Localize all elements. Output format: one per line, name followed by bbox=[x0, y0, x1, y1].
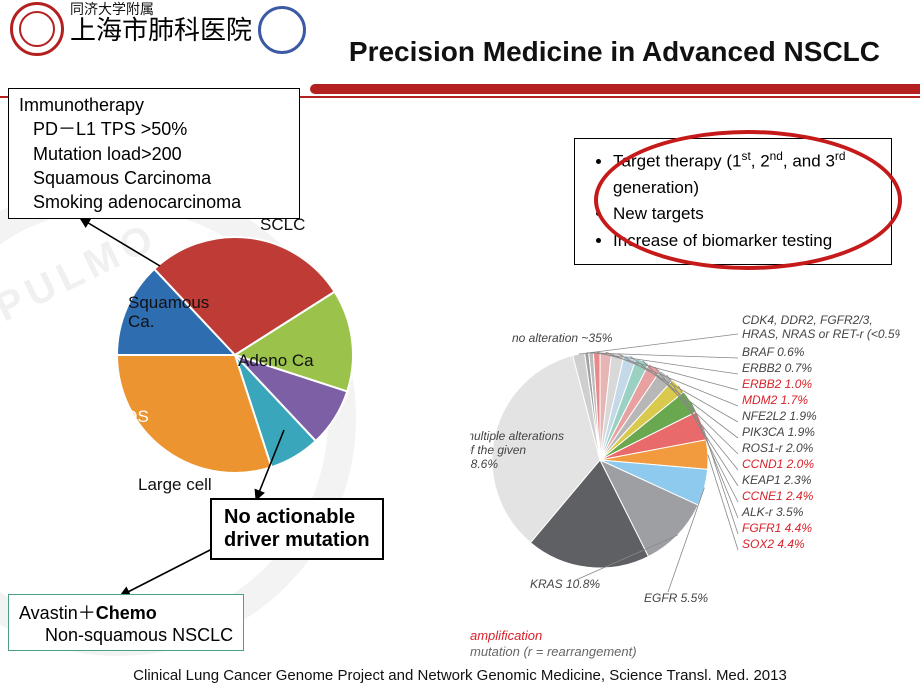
pie-label-nos: NOS bbox=[112, 408, 149, 427]
bottom-line2: Non-squamous NSCLC bbox=[19, 625, 233, 646]
citation-text: Clinical Lung Cancer Genome Project and … bbox=[0, 667, 920, 684]
gene-label: ROS1-r 2.0% bbox=[742, 441, 814, 455]
target-therapy-box: Target therapy (1st, 2nd, and 3rd genera… bbox=[574, 138, 892, 265]
immuno-line: PD－L1 TPS >50% bbox=[19, 117, 289, 141]
gene-label: CCND1 2.0% bbox=[742, 457, 814, 471]
gene-label: BRAF 0.6% bbox=[742, 345, 805, 359]
immunotherapy-box: Immunotherapy PD－L1 TPS >50% Mutation lo… bbox=[8, 88, 300, 219]
gene-label: SOX2 4.4% bbox=[742, 537, 805, 551]
hospital-affiliation: 同济大学附属 bbox=[70, 2, 252, 17]
gene-label: of the given bbox=[470, 443, 526, 457]
no-driver-mutation-box: No actionable driver mutation bbox=[210, 498, 384, 560]
gene-label: FGFR1 4.4% bbox=[742, 521, 812, 535]
gene-label: ERBB2 1.0% bbox=[742, 377, 812, 391]
gene-label: HRAS, NRAS or RET-r (<0.5%) bbox=[742, 327, 900, 341]
hospital-name: 上海市肺科医院 bbox=[70, 17, 252, 44]
gene-label: NFE2L2 1.9% bbox=[742, 409, 817, 423]
immuno-heading: Immunotherapy bbox=[19, 93, 289, 117]
driver-line2: driver mutation bbox=[224, 529, 370, 552]
legend-mutation: mutation (r = rearrangement) bbox=[470, 644, 637, 659]
gene-label: KEAP1 2.3% bbox=[742, 473, 812, 487]
page-title: Precision Medicine in Advanced NSCLC bbox=[349, 36, 880, 68]
gene-label: no alteration ~35% bbox=[512, 331, 613, 345]
gene-label: PIK3CA 1.9% bbox=[742, 425, 815, 439]
gene-label: ERBB2 0.7% bbox=[742, 361, 812, 375]
gene-label: multiple alterations bbox=[470, 429, 564, 443]
pie-label-largecell: Large cell bbox=[138, 476, 212, 495]
pie-label-squamous: SquamousCa. bbox=[128, 294, 209, 331]
target-therapy-item: Target therapy (1st, 2nd, and 3rd genera… bbox=[613, 147, 877, 201]
pie-label-adeno: Adeno Ca bbox=[238, 352, 314, 371]
hospital-seal-blue bbox=[258, 6, 306, 54]
gene-alteration-pie-chart: no alteration ~35% multiple alterationsof… bbox=[470, 310, 900, 610]
avastin-chemo-box: Avastin＋Chemo Non-squamous NSCLC bbox=[8, 594, 244, 651]
immuno-line: Smoking adenocarcinoma bbox=[19, 190, 289, 214]
hospital-seal-red bbox=[10, 2, 64, 56]
bottom-line1: Avastin＋Chemo bbox=[19, 599, 233, 625]
gene-label: KRAS 10.8% bbox=[530, 577, 600, 591]
legend-amplification: amplification bbox=[470, 628, 542, 643]
immuno-line: Mutation load>200 bbox=[19, 142, 289, 166]
gene-label: CDK4, DDR2, FGFR2/3, bbox=[742, 313, 873, 327]
hospital-logo-block: 同济大学附属 上海市肺科医院 bbox=[10, 2, 306, 56]
gene-label: EGFR 5.5% bbox=[644, 591, 708, 605]
immuno-line: Squamous Carcinoma bbox=[19, 166, 289, 190]
gene-label: ALK-r 3.5% bbox=[741, 505, 804, 519]
gene-label: 18.6% bbox=[470, 457, 498, 471]
target-therapy-item: Increase of biomarker testing bbox=[613, 228, 877, 254]
gene-label: CCNE1 2.4% bbox=[742, 489, 814, 503]
gene-label: MDM2 1.7% bbox=[742, 393, 808, 407]
histology-pie-chart bbox=[110, 230, 360, 480]
driver-line1: No actionable bbox=[224, 506, 370, 529]
target-therapy-item: New targets bbox=[613, 201, 877, 227]
